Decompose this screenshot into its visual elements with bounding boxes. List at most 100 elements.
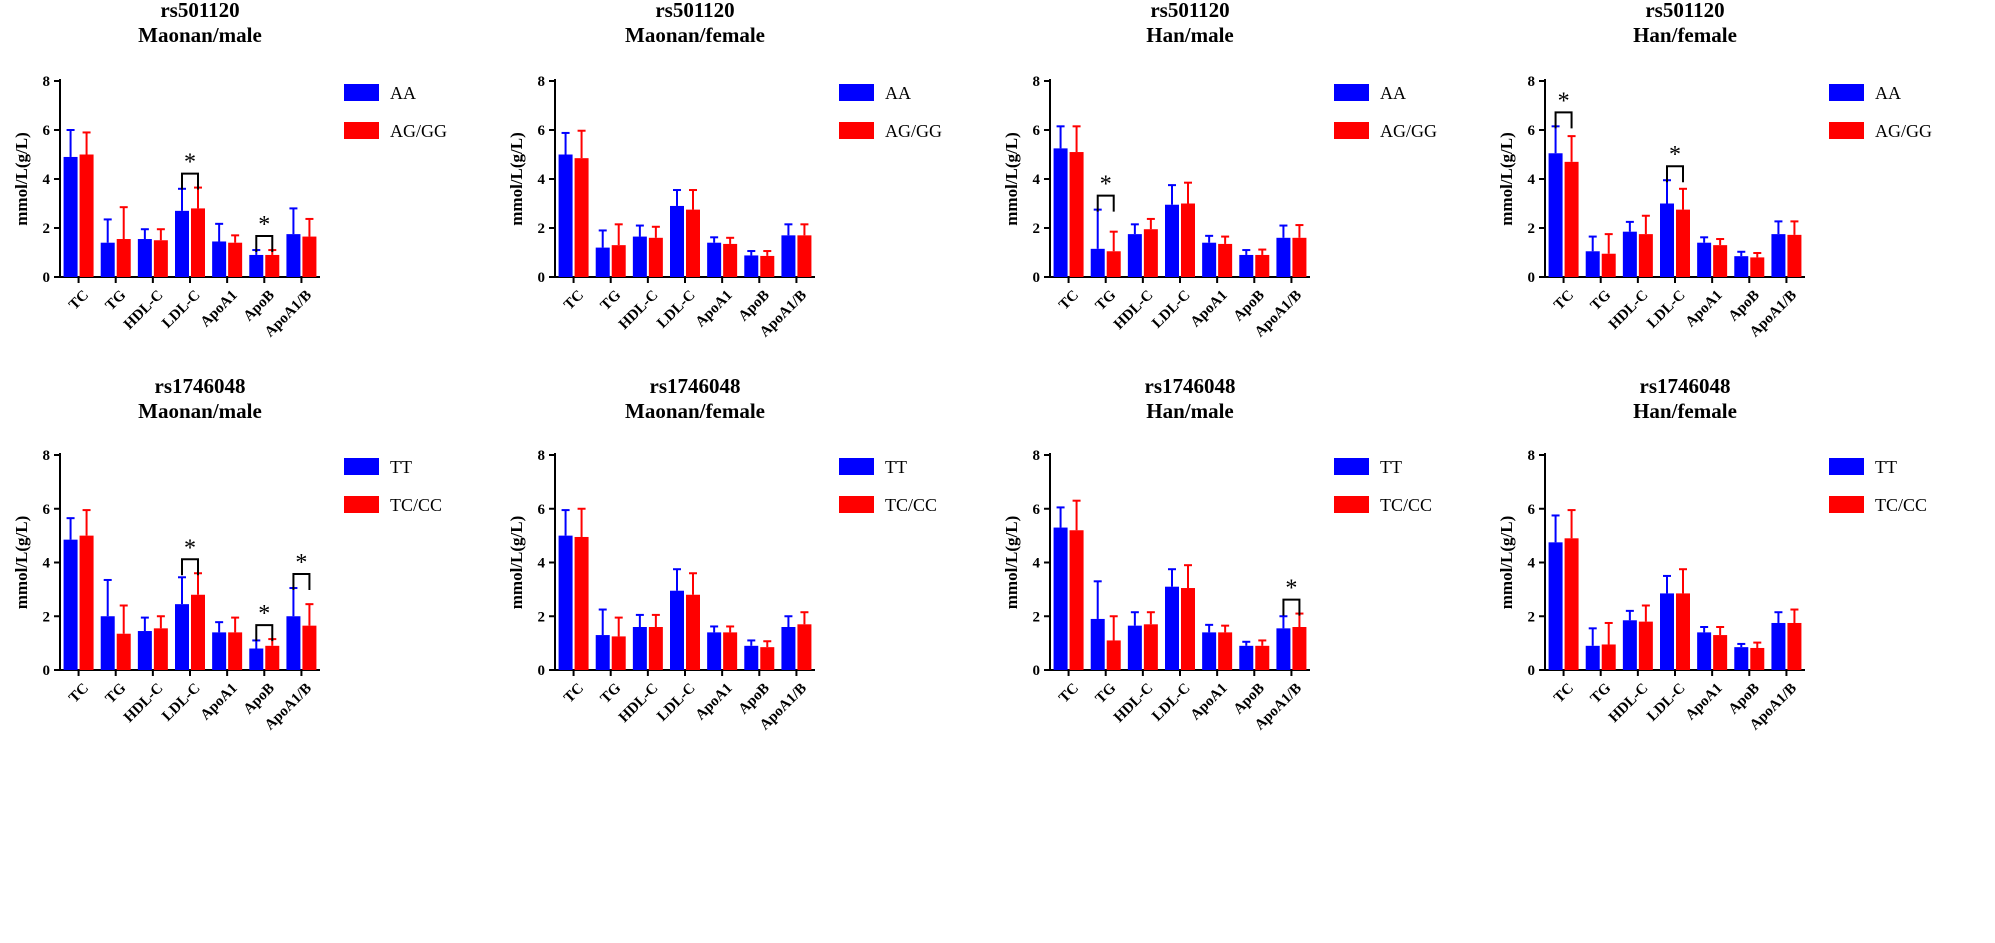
category-label: LDL-C <box>654 287 698 331</box>
y-tick-label: 8 <box>538 448 546 464</box>
bar-AA-TC <box>558 154 573 277</box>
bar-AA-LDL-C <box>175 210 189 277</box>
panel-group-title: Maonan/male <box>138 23 262 47</box>
category-label: LDL-C <box>1644 287 1688 331</box>
y-tick-label: 6 <box>538 502 546 518</box>
significance-bracket <box>1282 598 1301 616</box>
category-label: TG <box>1588 680 1615 707</box>
legend-swatch <box>839 496 874 513</box>
y-tick-label: 4 <box>538 556 546 572</box>
bar-TT-LDL-C <box>1165 586 1179 670</box>
panel-snp-title: rs1746048 <box>1145 374 1236 398</box>
bar-AG-GG-ApoA1-B <box>302 236 317 277</box>
bar-TC-CC-HDL-C <box>1143 624 1158 670</box>
category-label: ApoA1 <box>1188 680 1231 723</box>
bar-TT-HDL-C <box>1127 625 1142 670</box>
significance-star: * <box>184 535 196 561</box>
bar-AA-ApoA1-B <box>286 234 301 277</box>
bar-AA-HDL-C <box>632 236 647 277</box>
category-label: ApoA1 <box>1683 287 1726 330</box>
bar-TT-ApoA1 <box>212 632 227 670</box>
y-tick-label: 0 <box>538 270 546 286</box>
category-label: TC <box>1551 287 1577 313</box>
bar-AA-TC <box>63 156 78 277</box>
panel-snp-title: rs1746048 <box>650 374 741 398</box>
bar-TC-CC-ApoA1-B <box>1292 627 1307 670</box>
panel-snp-title: rs501120 <box>1150 0 1229 22</box>
category-label: TC <box>1056 287 1082 313</box>
bar-TC-CC-TG <box>611 636 626 670</box>
bar-TC-CC-TG <box>1106 640 1121 670</box>
significance-bracket <box>181 558 199 576</box>
y-axis-label: mmol/L(g/L) <box>1002 132 1021 226</box>
bar-TT-LDL-C <box>1660 593 1674 670</box>
category-label: LDL-C <box>1149 680 1193 724</box>
bar-TT-TG <box>595 635 610 670</box>
category-label: ApoA1 <box>198 287 241 330</box>
category-label: HDL-C <box>121 287 166 332</box>
category-label: TG <box>1588 287 1615 314</box>
bar-TC-CC-TC <box>1564 538 1579 670</box>
category-label: LDL-C <box>654 680 698 724</box>
y-tick-label: 2 <box>538 221 546 237</box>
bar-TT-TG <box>1090 618 1105 670</box>
bar-TC-CC-ApoA1-B <box>797 624 812 670</box>
y-tick-label: 6 <box>1528 502 1536 518</box>
bar-TT-ApoB <box>249 648 264 670</box>
bar-TT-HDL-C <box>632 627 647 670</box>
legend-label: TC/CC <box>1380 495 1432 515</box>
bar-TC-CC-ApoA1 <box>723 632 738 670</box>
category-label: HDL-C <box>1606 287 1651 332</box>
significance-star: * <box>184 150 196 176</box>
legend-swatch <box>839 458 874 475</box>
bar-TT-TC <box>63 539 78 670</box>
legend-label: AG/GG <box>1380 121 1437 141</box>
significance-star: * <box>1285 576 1297 602</box>
bar-AA-TC <box>1053 148 1068 277</box>
bar-TT-TG <box>1585 645 1600 670</box>
y-tick-label: 4 <box>1528 172 1536 188</box>
significance-star: * <box>1669 142 1681 168</box>
bar-TT-ApoA1-B <box>1276 628 1291 670</box>
bar-TC-CC-ApoA1 <box>228 632 243 670</box>
bar-TC-CC-HDL-C <box>153 628 168 670</box>
y-tick-label: 6 <box>1528 123 1536 139</box>
bar-TT-TC <box>1053 527 1068 670</box>
bar-AA-ApoA1-B <box>1276 237 1291 277</box>
y-tick-label: 8 <box>538 74 546 90</box>
bar-AG-GG-ApoA1 <box>1713 245 1728 277</box>
bar-TT-ApoA1-B <box>781 627 796 670</box>
bar-TC-CC-ApoA1-B <box>302 625 317 670</box>
category-label: TC <box>1056 680 1082 706</box>
bar-AA-ApoA1 <box>212 241 227 277</box>
category-label: LDL-C <box>159 680 203 724</box>
panel-group-title: Han/female <box>1633 399 1737 423</box>
panel-group-title: Han/male <box>1146 399 1234 423</box>
bar-AG-GG-ApoA1-B <box>1292 237 1307 277</box>
y-tick-label: 0 <box>1528 270 1536 286</box>
bar-AG-GG-HDL-C <box>1638 234 1653 277</box>
y-tick-label: 2 <box>43 609 51 625</box>
category-label: TG <box>103 287 130 314</box>
bar-TC-CC-ApoB <box>760 647 775 670</box>
legend-swatch <box>1829 122 1864 139</box>
y-tick-label: 6 <box>43 502 51 518</box>
y-tick-label: 6 <box>1033 502 1041 518</box>
significance-star: * <box>1558 88 1570 114</box>
bar-AA-ApoB <box>1734 256 1749 277</box>
panel-group-title: Maonan/female <box>625 399 765 423</box>
bar-TT-ApoB <box>1239 645 1254 670</box>
bar-AA-ApoA1 <box>1202 242 1217 277</box>
significance-bracket <box>1666 165 1684 183</box>
bar-AG-GG-ApoB <box>760 255 775 277</box>
bar-AG-GG-ApoA1-B <box>1787 234 1802 277</box>
bar-TC-CC-LDL-C <box>1181 588 1195 670</box>
y-axis-label: mmol/L(g/L) <box>1002 516 1021 610</box>
panel-snp-title: rs501120 <box>1645 0 1724 22</box>
bar-TC-CC-ApoA1-B <box>1787 622 1802 670</box>
y-tick-label: 6 <box>1033 123 1041 139</box>
